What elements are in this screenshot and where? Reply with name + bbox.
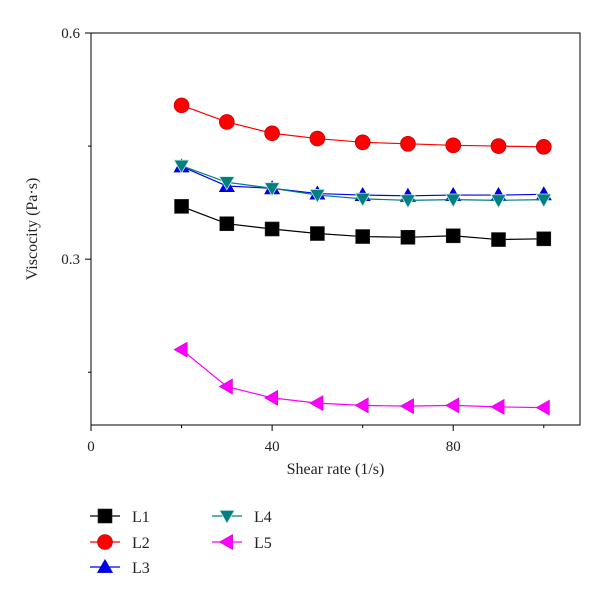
data-point-l5-4 bbox=[354, 397, 369, 414]
legend-label-l2: L2 bbox=[132, 535, 150, 552]
data-point-l4-2 bbox=[263, 182, 281, 197]
series-group bbox=[173, 97, 552, 416]
data-point-l4-8 bbox=[535, 193, 552, 208]
data-point-l5-6 bbox=[445, 397, 460, 414]
legend-marker-l4 bbox=[218, 509, 236, 525]
data-point-l4-3 bbox=[309, 189, 326, 204]
data-point-l1-4 bbox=[355, 229, 370, 244]
y-tick-label-1: 0.6 bbox=[61, 26, 80, 42]
series-l4 bbox=[173, 159, 552, 209]
data-point-l2-0 bbox=[173, 97, 190, 114]
data-point-l4-7 bbox=[490, 194, 507, 209]
data-point-l1-2 bbox=[264, 221, 280, 237]
x-tick-label-2: 80 bbox=[446, 439, 461, 455]
data-point-l5-7 bbox=[490, 398, 505, 415]
data-point-l2-2 bbox=[264, 125, 280, 142]
legend-label-l3: L3 bbox=[132, 560, 150, 577]
data-point-l4-4 bbox=[354, 192, 371, 208]
data-point-l2-6 bbox=[445, 137, 462, 154]
data-point-l1-0 bbox=[174, 199, 189, 214]
legend-item-l4: L4 bbox=[212, 509, 272, 526]
axes-group: 0 40 80 0.3 0.6 bbox=[61, 26, 545, 455]
plot-frame bbox=[90, 32, 581, 426]
data-point-l5-8 bbox=[535, 399, 550, 416]
series-line-l5 bbox=[181, 349, 544, 409]
data-point-l5-5 bbox=[399, 398, 414, 415]
data-point-l5-0 bbox=[173, 341, 188, 358]
data-point-l4-0 bbox=[173, 159, 190, 174]
legend-label-l5: L5 bbox=[254, 535, 272, 552]
data-point-l1-7 bbox=[491, 232, 506, 247]
series-l5 bbox=[173, 341, 550, 416]
legend-item-l1: L1 bbox=[90, 508, 150, 526]
series-l2 bbox=[173, 97, 552, 155]
legend-marker-l5 bbox=[218, 533, 233, 551]
data-point-l5-3 bbox=[309, 395, 324, 412]
legend-marker-l3 bbox=[96, 558, 114, 573]
data-point-l1-1 bbox=[219, 216, 235, 232]
data-point-l4-5 bbox=[399, 194, 417, 209]
series-l1 bbox=[174, 199, 552, 247]
y-axis-label: Viscocity (Pa·s) bbox=[24, 178, 41, 281]
data-point-l5-1 bbox=[218, 378, 233, 395]
data-point-l2-1 bbox=[219, 114, 235, 130]
data-point-l2-5 bbox=[400, 136, 416, 152]
legend-marker-l2 bbox=[97, 534, 113, 550]
x-tick-label-1: 40 bbox=[265, 439, 280, 455]
data-point-l1-3 bbox=[310, 226, 325, 241]
data-point-l5-2 bbox=[264, 389, 279, 406]
data-point-l1-6 bbox=[445, 228, 461, 244]
legend-item-l5: L5 bbox=[212, 533, 272, 552]
legend-label-l4: L4 bbox=[254, 509, 272, 526]
y-tick-label-0: 0.3 bbox=[61, 252, 80, 268]
data-point-l2-4 bbox=[354, 134, 371, 151]
legend-label-l1: L1 bbox=[132, 509, 150, 526]
data-point-l2-8 bbox=[535, 139, 552, 155]
legend-marker-l1 bbox=[97, 508, 113, 524]
data-point-l4-6 bbox=[445, 193, 462, 208]
legend: L1 L2 L3 L4 L5 bbox=[90, 508, 272, 577]
legend-item-l3: L3 bbox=[90, 558, 150, 577]
x-tick-label-0: 0 bbox=[87, 439, 95, 455]
data-point-l4-1 bbox=[218, 176, 236, 191]
data-point-l1-8 bbox=[536, 231, 552, 247]
legend-item-l2: L2 bbox=[90, 534, 150, 552]
data-point-l1-5 bbox=[400, 229, 416, 245]
data-point-l2-7 bbox=[490, 138, 507, 154]
data-point-l2-3 bbox=[309, 130, 326, 147]
x-axis-label: Shear rate (1/s) bbox=[287, 461, 385, 478]
